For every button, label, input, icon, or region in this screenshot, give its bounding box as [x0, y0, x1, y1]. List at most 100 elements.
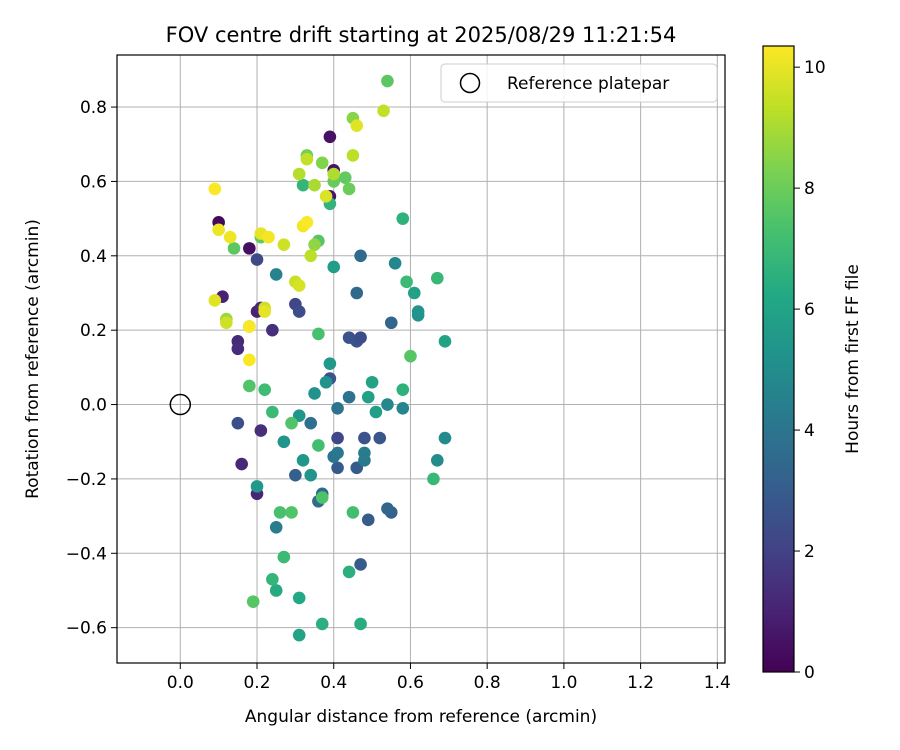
data-point	[231, 342, 245, 356]
y-tick-label: 0.4	[80, 247, 107, 267]
data-point	[342, 390, 356, 404]
data-point	[304, 416, 318, 430]
colorbar-ticks: 0 2 4 6 8 10	[794, 58, 826, 683]
colorbar-tick-label: 4	[804, 421, 815, 441]
data-point	[300, 216, 314, 229]
data-point	[308, 178, 321, 192]
data-point	[438, 431, 452, 445]
data-point	[220, 316, 233, 330]
data-point	[258, 383, 271, 396]
data-point	[308, 238, 321, 251]
data-point	[327, 260, 341, 274]
data-point	[277, 550, 291, 564]
data-point	[411, 305, 425, 318]
data-point	[243, 353, 256, 367]
data-point	[243, 379, 256, 393]
data-point	[296, 454, 310, 467]
data-points	[208, 74, 452, 642]
y-tick-label: 0.0	[80, 396, 107, 416]
data-point	[319, 375, 333, 389]
data-point	[331, 461, 344, 475]
data-point	[346, 149, 360, 162]
legend-reference-marker	[459, 72, 481, 94]
data-point	[292, 591, 306, 605]
data-point	[388, 256, 402, 270]
data-point	[269, 268, 283, 281]
data-point	[331, 431, 344, 445]
data-point	[266, 323, 279, 337]
data-point	[315, 491, 329, 504]
chart-title: FOV centre drift starting at 2025/08/29 …	[166, 23, 677, 47]
data-point	[266, 405, 279, 419]
data-point	[381, 502, 394, 515]
colorbar-tick-label: 6	[804, 300, 815, 320]
data-point	[384, 316, 398, 330]
colorbar-tick-label: 10	[804, 58, 826, 78]
data-point	[250, 480, 264, 493]
data-point	[315, 156, 329, 170]
colorbar-fill	[763, 46, 794, 672]
colorbar: 0 2 4 6 8 10 Hours from first FF file	[762, 45, 863, 683]
plot-area	[117, 55, 725, 663]
data-point	[227, 242, 241, 255]
y-tick-label: −0.6	[66, 619, 107, 639]
data-point	[292, 628, 306, 642]
data-point	[273, 506, 287, 519]
data-point	[404, 349, 417, 363]
data-point	[289, 468, 302, 482]
colorbar-frame	[762, 45, 795, 673]
data-point	[342, 565, 356, 579]
data-point	[208, 182, 222, 196]
x-tick-label: 0.8	[474, 673, 501, 693]
data-point	[312, 439, 325, 452]
y-axis-ticks: −0.6 −0.4 −0.2 0.0 0.2 0.4 0.6 0.8	[66, 98, 117, 639]
data-point	[235, 457, 248, 471]
x-axis-label: Angular distance from reference (arcmin)	[245, 707, 597, 727]
legend: Reference platepar	[440, 63, 718, 103]
plot-frame	[116, 54, 726, 664]
data-point	[400, 275, 413, 289]
data-point	[350, 286, 364, 300]
x-tick-label: 0.0	[167, 673, 194, 693]
data-point	[350, 119, 364, 132]
data-point	[361, 390, 375, 404]
data-point	[269, 520, 283, 534]
data-point	[296, 178, 310, 192]
data-point	[358, 446, 371, 460]
x-tick-label: 0.6	[397, 673, 424, 693]
colorbar-tick-label: 2	[804, 542, 815, 562]
data-point	[431, 271, 444, 285]
data-point	[354, 249, 367, 263]
data-point	[262, 230, 275, 244]
y-tick-label: 0.8	[80, 98, 107, 118]
data-point	[246, 595, 260, 608]
data-point	[346, 506, 360, 519]
data-point	[407, 286, 421, 300]
data-point	[427, 472, 440, 486]
data-point	[319, 190, 333, 203]
data-point	[342, 182, 356, 196]
y-tick-label: −0.2	[66, 470, 107, 490]
reference-marker-layer	[169, 393, 192, 416]
data-point	[323, 130, 337, 144]
data-point	[300, 152, 314, 166]
data-point	[266, 573, 279, 586]
data-point	[243, 242, 256, 255]
data-point	[208, 294, 222, 307]
data-point	[285, 506, 298, 519]
data-point	[396, 212, 410, 225]
data-point	[373, 431, 387, 445]
y-axis-label: Rotation from reference (arcmin)	[23, 219, 43, 499]
reference-platepar-marker	[169, 393, 192, 416]
data-point	[292, 279, 306, 292]
data-point	[285, 416, 298, 430]
colorbar-label: Hours from first FF file	[843, 264, 863, 454]
data-point	[315, 617, 329, 631]
legend-entry-reference: Reference platepar	[507, 74, 669, 94]
data-point	[338, 171, 352, 185]
data-point	[369, 405, 383, 419]
data-point	[365, 375, 379, 389]
data-point	[381, 398, 394, 411]
data-point	[396, 401, 410, 415]
